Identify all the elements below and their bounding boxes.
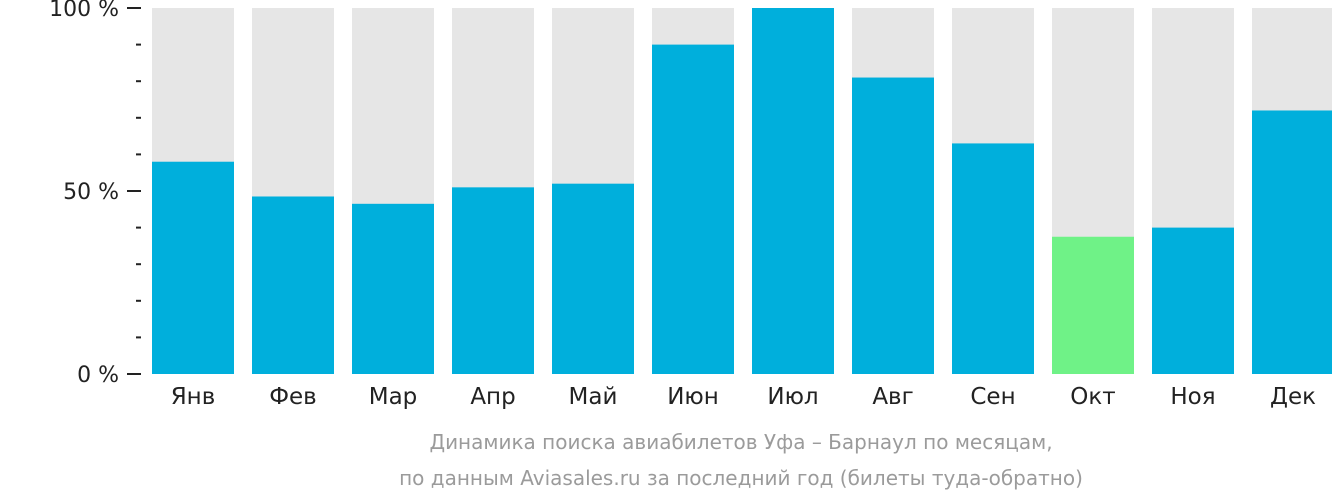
chart-caption-line-1: Динамика поиска авиабилетов Уфа – Барнау…	[429, 430, 1053, 454]
bar	[452, 187, 534, 374]
bar	[852, 77, 934, 374]
x-tick-label: Ноя	[1170, 384, 1215, 410]
x-tick-label: Май	[569, 384, 618, 410]
bar	[952, 143, 1034, 374]
bar	[652, 44, 734, 374]
bar	[1252, 110, 1332, 374]
x-tick-label: Янв	[171, 384, 216, 410]
x-tick-label: Июн	[667, 384, 719, 410]
y-tick-label: 100 %	[49, 0, 119, 22]
bar	[552, 183, 634, 374]
bar	[1152, 227, 1234, 374]
x-tick-label: Сен	[970, 384, 1015, 410]
y-tick-label: 50 %	[63, 180, 119, 205]
bar	[1052, 236, 1134, 374]
x-tick-label: Фев	[269, 384, 317, 410]
chart-caption-line-2: по данным Aviasales.ru за последний год …	[399, 466, 1083, 490]
bar	[352, 203, 434, 374]
bar	[252, 196, 334, 374]
bar	[752, 8, 834, 374]
bar-chart: Янв Фев Мар Апр Май Июн Июл Авг Сен Окт Ноя Дек 0 % 5…	[49, 0, 1332, 410]
y-tick-label: 0 %	[77, 363, 119, 388]
x-tick-label: Мар	[369, 384, 418, 410]
x-tick-label: Дек	[1270, 384, 1316, 410]
x-tick-label: Июл	[767, 384, 818, 410]
x-tick-label: Окт	[1070, 384, 1115, 410]
bar	[152, 161, 234, 374]
x-tick-label: Апр	[470, 384, 515, 410]
x-tick-label: Авг	[872, 384, 913, 410]
